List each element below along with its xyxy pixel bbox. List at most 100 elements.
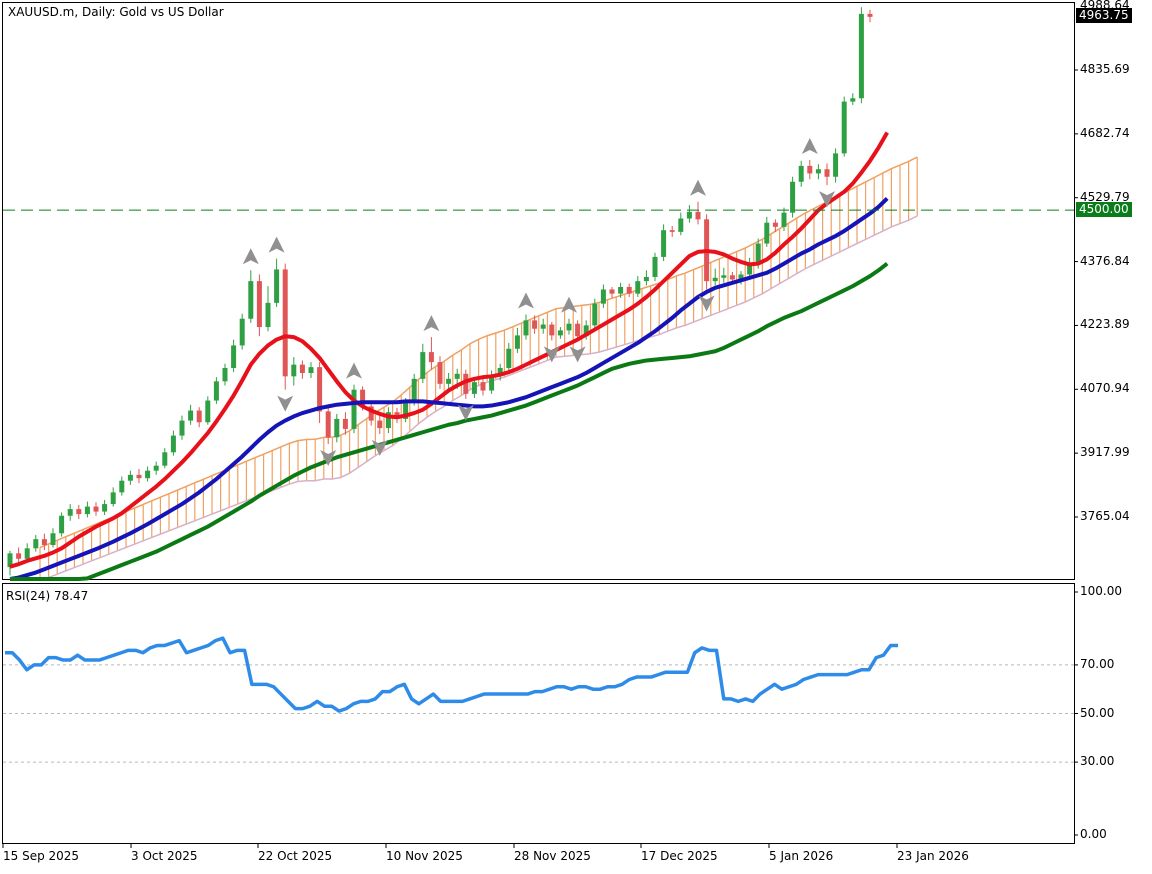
candle-body — [833, 153, 839, 177]
rsi-tick-label: 0.00 — [1080, 827, 1107, 841]
fractal-up-arrow — [423, 315, 440, 332]
candle-body — [93, 506, 99, 512]
candle-body — [188, 410, 194, 421]
candle-body — [850, 98, 856, 102]
candle-body — [480, 382, 486, 391]
candle-body — [454, 373, 460, 379]
candle-body — [239, 318, 245, 346]
candle-body — [514, 335, 520, 349]
level-price-tag: 4500.00 — [1076, 202, 1132, 217]
fractal-down-arrow — [819, 191, 835, 208]
candle-body — [265, 302, 271, 328]
candle-body — [497, 367, 503, 376]
candle-body — [695, 211, 701, 220]
candle-body — [274, 269, 280, 303]
candle-body — [815, 169, 821, 174]
price-tick-label: 4835.69 — [1080, 62, 1130, 76]
candle-body — [867, 13, 873, 17]
date-tick-label: 17 Dec 2025 — [641, 849, 718, 863]
candle-body — [222, 367, 228, 382]
fractal-up-arrow — [690, 179, 706, 196]
candle-body — [411, 378, 417, 403]
axis-ticks — [2, 69, 1078, 848]
candle-body — [489, 375, 495, 391]
candle-body — [119, 480, 125, 493]
fractal-down-arrow — [320, 449, 337, 466]
candle-body — [334, 418, 340, 438]
cloud-span-a — [39, 156, 918, 549]
candle-body — [463, 373, 469, 394]
date-tick-label: 23 Jan 2026 — [897, 849, 969, 863]
candle-body — [360, 389, 366, 407]
date-tick-label: 22 Oct 2025 — [258, 849, 333, 863]
candle-body — [136, 474, 142, 479]
chart-title: XAUUSD.m, Daily: Gold vs US Dollar — [8, 5, 224, 19]
candle-body — [506, 348, 512, 368]
candle-body — [41, 539, 47, 545]
candle-body — [325, 411, 331, 438]
fractal-up-arrow — [561, 296, 577, 313]
candle-body — [170, 435, 176, 453]
candle-body — [256, 281, 262, 328]
date-tick-label: 10 Nov 2025 — [386, 849, 463, 863]
candle-body — [403, 402, 409, 419]
candle-body — [549, 324, 555, 336]
fractals — [242, 138, 835, 466]
candle-body — [76, 509, 82, 515]
candle-body — [127, 474, 133, 481]
fractal-down-arrow — [371, 439, 388, 456]
candle-body — [446, 378, 452, 384]
candle-body — [428, 352, 434, 363]
rsi-tick-label: 70.00 — [1080, 656, 1115, 671]
candle-body — [145, 470, 151, 479]
rsi-title: RSI(24) 78.47 — [6, 589, 89, 603]
candle-body — [33, 539, 39, 549]
price-panel-frame — [2, 2, 1075, 580]
candle-body — [566, 323, 572, 331]
candle-body — [824, 169, 830, 177]
candle-body — [59, 515, 65, 534]
candle-body — [162, 452, 168, 466]
candle-body — [643, 276, 649, 282]
candle-body — [471, 382, 477, 394]
fractal-down-arrow — [543, 346, 560, 363]
candle-body — [798, 165, 804, 182]
candle-body — [764, 222, 770, 244]
rsi-panel — [3, 636, 1074, 763]
rsi-tick-label: 50.00 — [1080, 705, 1115, 720]
fractal-up-arrow — [518, 292, 534, 309]
candle-body — [110, 492, 116, 505]
candle-body — [790, 181, 796, 213]
candle-body — [540, 324, 546, 329]
candle-body — [635, 281, 641, 294]
candle-body — [7, 553, 13, 568]
last-price-tag: 4963.75 — [1076, 8, 1132, 23]
fractal-up-arrow — [801, 138, 818, 155]
candle-body — [626, 286, 632, 294]
ma-slow-line — [10, 262, 889, 581]
candle-body — [420, 352, 426, 379]
candles — [7, 7, 873, 576]
date-tick-label: 3 Oct 2025 — [131, 849, 198, 863]
date-tick-label: 15 Sep 2025 — [3, 849, 80, 863]
candle-body — [600, 289, 606, 304]
price-tick-label: 4529.79 — [1080, 189, 1130, 204]
price-tick-label: 3765.04 — [1080, 509, 1130, 523]
candle-body — [592, 303, 598, 326]
candle-body — [652, 256, 658, 277]
price-tick-label: 3917.99 — [1080, 445, 1130, 460]
cloud-span-b — [39, 215, 918, 580]
ma-mid-line — [9, 197, 889, 581]
price-tick-label: 4223.89 — [1080, 317, 1130, 332]
candle-body — [747, 263, 753, 275]
candle-body — [179, 420, 185, 436]
candle-body — [67, 509, 73, 516]
candle-body — [205, 400, 211, 423]
candle-body — [557, 330, 563, 336]
candle-body — [729, 275, 735, 280]
candle-body — [196, 410, 202, 423]
moving-averages — [9, 131, 889, 581]
rsi-line — [5, 636, 898, 713]
